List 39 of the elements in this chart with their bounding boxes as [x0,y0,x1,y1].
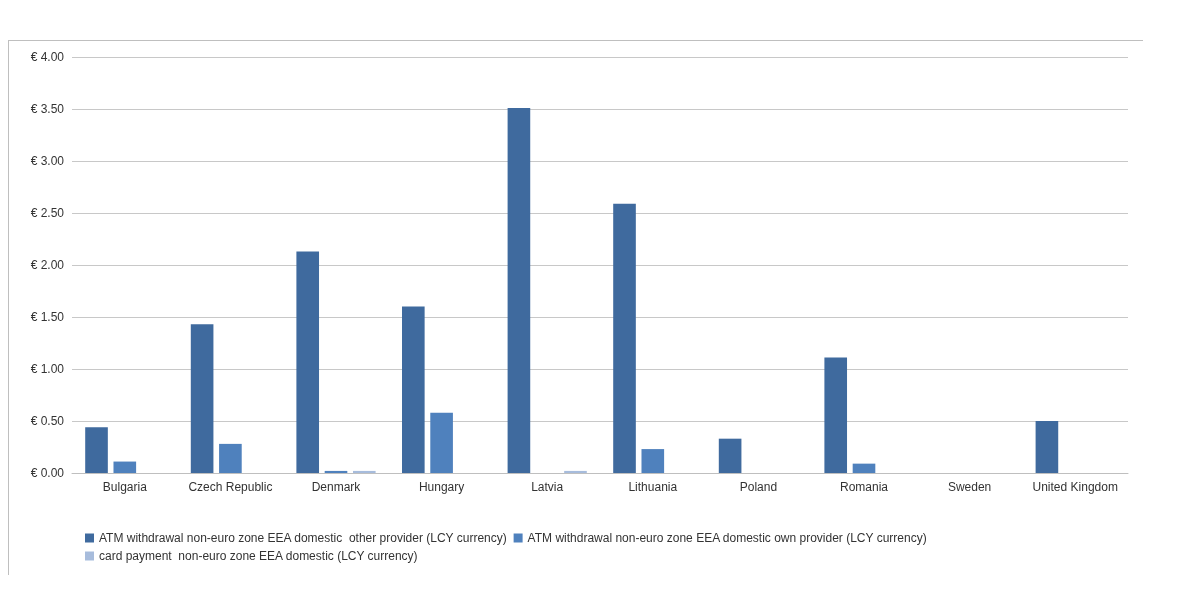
x-tick-label: Czech Republic [188,480,273,494]
bar [613,203,636,473]
y-tick-label: € 2.50 [30,206,65,220]
x-tick-label: Latvia [531,480,564,494]
x-tick-label: Denmark [311,480,362,494]
bar [507,107,531,473]
y-tick-label: € 3.50 [30,102,65,116]
x-tick-label: Hungary [418,480,465,494]
bar [641,449,665,473]
bar [219,443,242,473]
bar [324,470,348,473]
legend-label: ATM withdrawal non-euro zone EEA domestic own provider (LCY currency) [527,531,927,545]
legend-label: ATM withdrawal non-euro zone EEA domestic other provider (LCY currency) [99,531,507,545]
x-tick-label: Bulgaria [102,480,148,494]
bar [564,470,587,473]
x-tick-label: Sweden [947,480,992,494]
y-tick-label: € 0.00 [30,466,65,480]
bar [1035,421,1059,473]
x-tick-label: Romania [839,480,889,494]
y-tick-label: € 1.50 [30,310,65,324]
x-tick-label: United Kingdom [1032,480,1118,494]
bar [402,306,425,473]
bar [352,470,376,473]
bar [113,461,137,473]
y-tick-label: € 1.00 [30,362,65,376]
bar [430,412,453,473]
y-tick-label: € 2.00 [30,258,65,272]
x-tick-label: Poland [739,480,778,494]
bar [824,357,848,473]
bar [190,324,214,473]
bar [85,427,108,473]
x-tick-label: Lithuania [628,480,678,494]
bar [296,251,320,473]
bar [852,463,876,473]
legend-label: card payment non-euro zone EEA domestic (LCY currency) [99,549,418,563]
y-tick-label: € 4.00 [30,50,65,64]
y-tick-label: € 3.00 [30,154,65,168]
bar [718,438,742,473]
y-tick-label: € 0.50 [30,414,65,428]
